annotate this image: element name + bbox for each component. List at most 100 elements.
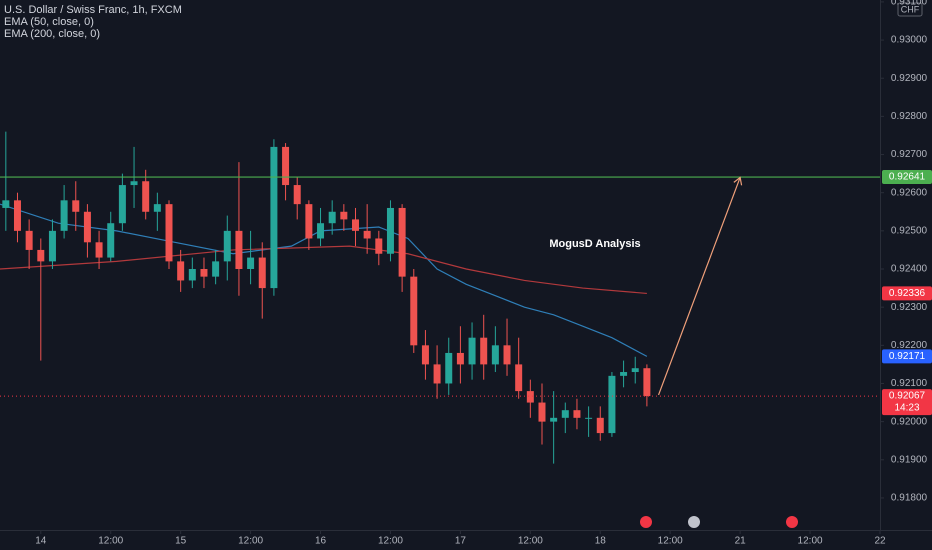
candle-body [95,242,103,258]
candle-body [37,249,45,262]
candle-body [13,200,21,231]
x-tick-label: 16 [315,536,327,547]
candle-body [421,345,429,365]
chart-title: U.S. Dollar / Swiss Franc, 1h, FXCM [4,4,182,16]
y-tick-label: 0.92100 [891,378,928,389]
ema-line [0,203,648,357]
x-tick-label: 14 [35,536,47,547]
x-tick-label: 17 [455,536,467,547]
candle-body [142,181,150,212]
candle-body [398,207,406,277]
candle-body [363,230,371,239]
candle-body [561,410,569,418]
y-tick-label: 0.92700 [891,149,928,160]
candle-body [456,352,464,365]
arrow-head [733,176,743,186]
candle-body [585,417,593,419]
last-price-label-box [882,389,932,416]
legend-entry: EMA (50, close, 0) [4,16,94,28]
candle-body [2,200,10,208]
candle-body [293,185,301,205]
candle-body [491,345,499,365]
y-tick-label: 0.92400 [891,264,928,275]
candle-body [375,238,383,254]
event-icon[interactable] [688,516,700,528]
x-tick-label: 12:00 [658,536,683,547]
level-label-box [882,170,932,185]
candle-body [410,276,418,346]
candle-body [118,185,126,224]
currency-box[interactable] [897,2,923,17]
ema-line [0,245,647,295]
candle-body [526,391,534,403]
candle-body [643,368,651,397]
candle-body [165,204,173,262]
last-price-label: 0.92067 [889,391,926,402]
candle-body [480,337,488,365]
event-icon[interactable] [640,516,652,528]
y-tick-label: 0.92300 [891,302,928,313]
candle-body [328,211,336,224]
candle-body [247,257,255,270]
candle-body [48,230,56,262]
candle-body [153,204,161,212]
candle-body [107,223,115,258]
y-tick-label: 0.92000 [891,416,928,427]
candle-body [433,364,441,384]
candle-body [130,181,138,186]
legend-entry: EMA (200, close, 0) [4,28,100,40]
candle-body [550,417,558,422]
candle-body [538,402,546,422]
candle-body [72,200,80,212]
candle-body [235,230,243,270]
x-tick-label: 12:00 [238,536,263,547]
candle-body [468,337,476,365]
candle-body [223,230,231,262]
countdown: 14:23 [894,403,919,414]
candle-body [270,146,278,289]
candle-body [60,200,68,231]
y-tick-label: 0.92200 [891,340,928,351]
candle-body [317,223,325,239]
y-tick-label: 0.91900 [891,454,928,465]
x-tick-label: 12:00 [518,536,543,547]
candle-body [340,211,348,220]
x-tick-label: 12:00 [98,536,123,547]
x-tick-label: 12:00 [798,536,823,547]
trend-arrow [657,177,741,396]
y-tick-label: 0.92900 [891,73,928,84]
level-label: 0.92641 [889,172,926,183]
candle-body [212,261,220,277]
ema-label-box [882,349,932,364]
x-tick-label: 22 [874,536,886,547]
candle-body [25,230,33,250]
y-tick-label: 0.92800 [891,111,928,122]
candle-body [515,364,523,392]
candle-body [608,375,616,434]
candle-body [258,257,266,289]
ema-label: 0.92171 [889,351,926,362]
event-icon[interactable] [786,516,798,528]
candle-body [282,146,290,186]
x-tick-label: 18 [595,536,607,547]
x-tick-label: 12:00 [378,536,403,547]
ema-label: 0.92336 [889,288,926,299]
candle-body [596,417,604,434]
candle-body [305,204,313,239]
candle-body [352,219,359,231]
y-tick-label: 0.92600 [891,187,928,198]
x-tick-label: 15 [175,536,187,547]
candle-body [386,207,394,254]
y-tick-label: 0.93100 [891,0,928,8]
y-tick-label: 0.92500 [891,225,928,236]
candle-body [620,372,628,376]
candle-body [503,345,511,365]
candle-body [200,269,208,277]
y-tick-label: 0.93000 [891,35,928,46]
event-icons [640,516,798,528]
annotation: MogusD Analysis [549,238,640,250]
y-tick-label: 0.91800 [891,493,928,504]
candle-body [83,211,91,243]
